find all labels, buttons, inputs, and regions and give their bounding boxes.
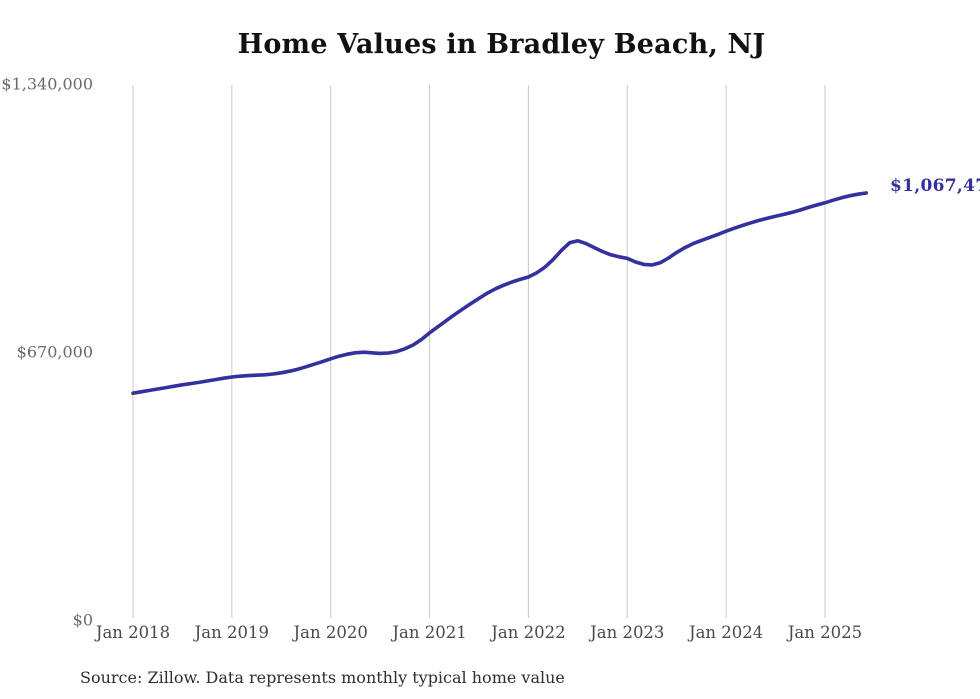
x-axis-tick-label: Jan 2020: [293, 623, 368, 642]
x-axis-tick-label: Jan 2025: [787, 623, 863, 642]
home-value-line: [131, 191, 869, 396]
gridlines-group: [132, 85, 826, 618]
x-axis-tick-label: Jan 2023: [590, 623, 665, 642]
x-axis-tick-label: Jan 2018: [95, 623, 171, 642]
y-axis-tick-label: $670,000: [16, 342, 93, 362]
x-axis-tick-label: Jan 2022: [491, 623, 566, 642]
y-axis-tick-label: $0: [72, 610, 93, 630]
x-axis-tick-label: Jan 2019: [194, 623, 270, 642]
chart-title: Home Values in Bradley Beach, NJ: [237, 29, 766, 60]
x-axis-tick-label: Jan 2021: [392, 623, 467, 642]
source-note: Source: Zillow. Data represents monthly …: [80, 668, 565, 687]
latest-value-label: $1,067,478: [890, 176, 980, 196]
x-axis-tick-label: Jan 2024: [688, 623, 764, 642]
y-axis-tick-label: $1,340,000: [1, 74, 93, 94]
